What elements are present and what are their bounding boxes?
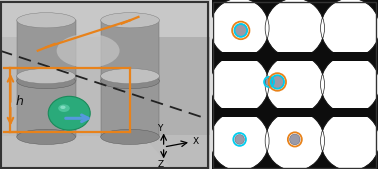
Circle shape	[266, 0, 324, 58]
Ellipse shape	[17, 74, 76, 89]
Ellipse shape	[101, 74, 160, 89]
Circle shape	[48, 96, 90, 130]
Circle shape	[321, 55, 378, 114]
Ellipse shape	[101, 68, 160, 84]
Ellipse shape	[101, 13, 160, 28]
Circle shape	[210, 0, 268, 58]
Circle shape	[210, 55, 268, 114]
Ellipse shape	[101, 129, 160, 144]
Polygon shape	[101, 20, 160, 81]
Text: Z: Z	[157, 160, 163, 169]
Text: X: X	[193, 137, 199, 146]
Circle shape	[321, 111, 378, 169]
Ellipse shape	[60, 106, 65, 109]
Circle shape	[290, 134, 300, 145]
Circle shape	[265, 78, 273, 86]
Ellipse shape	[17, 13, 76, 28]
Polygon shape	[0, 135, 143, 169]
Polygon shape	[212, 52, 378, 61]
Circle shape	[266, 111, 324, 169]
Circle shape	[235, 135, 244, 144]
Ellipse shape	[57, 34, 119, 68]
Polygon shape	[143, 37, 210, 135]
Polygon shape	[0, 0, 210, 169]
Text: $h$: $h$	[15, 94, 24, 108]
Polygon shape	[212, 0, 378, 169]
Ellipse shape	[17, 68, 76, 84]
Polygon shape	[17, 76, 76, 137]
Ellipse shape	[58, 104, 70, 112]
Text: Y: Y	[157, 124, 163, 133]
Circle shape	[210, 111, 268, 169]
Circle shape	[266, 55, 324, 114]
Polygon shape	[0, 135, 172, 169]
Polygon shape	[17, 20, 76, 81]
Polygon shape	[212, 108, 378, 117]
Polygon shape	[101, 76, 160, 137]
Circle shape	[271, 75, 284, 89]
Ellipse shape	[17, 129, 76, 144]
Circle shape	[234, 24, 247, 37]
Polygon shape	[0, 0, 210, 37]
Circle shape	[321, 0, 378, 58]
